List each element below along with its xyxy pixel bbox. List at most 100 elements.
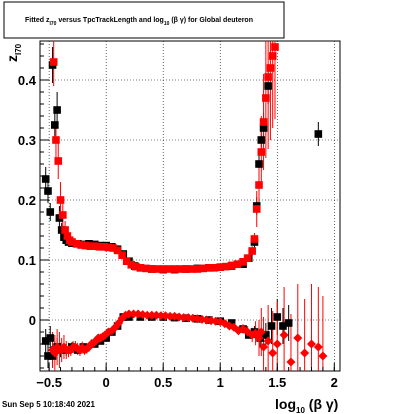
data-point xyxy=(109,244,117,252)
data-point xyxy=(264,73,272,81)
data-point xyxy=(266,64,275,72)
chart-title: Fitted zI70 versus TpcTrackLength and lo… xyxy=(25,17,253,27)
data-point xyxy=(170,265,179,273)
x-tick-label: 0 xyxy=(103,375,110,390)
y-axis-title: zI70 xyxy=(4,43,23,62)
data-point xyxy=(165,265,173,273)
title-part-3: versus TpcTrackLength and log xyxy=(56,17,163,24)
y-tick-label: 0.3 xyxy=(18,133,36,148)
data-point xyxy=(250,235,259,243)
data-point xyxy=(262,331,270,339)
data-point xyxy=(113,246,122,255)
grid-layer xyxy=(40,41,340,371)
title-part-4: 10 xyxy=(164,21,170,27)
data-point xyxy=(227,319,236,327)
data-point xyxy=(48,352,57,360)
data-point xyxy=(53,106,61,114)
markers-layer xyxy=(41,43,328,367)
data-point xyxy=(41,175,50,183)
data-point xyxy=(271,43,279,51)
data-point xyxy=(239,258,247,266)
data-point xyxy=(272,339,282,349)
data-point xyxy=(136,313,145,321)
data-point xyxy=(153,265,162,273)
data-point xyxy=(259,118,268,126)
data-point xyxy=(59,211,67,219)
plot-frame xyxy=(39,40,341,372)
data-point xyxy=(59,342,69,352)
data-point xyxy=(41,337,50,345)
data-point xyxy=(142,310,152,320)
data-point xyxy=(222,262,230,271)
data-point xyxy=(268,52,277,60)
data-point xyxy=(252,205,261,213)
data-point xyxy=(46,334,55,342)
data-point xyxy=(132,262,140,271)
data-point xyxy=(129,309,139,319)
data-point xyxy=(90,242,99,250)
data-point xyxy=(86,242,94,250)
y-tick-label: 0.4 xyxy=(18,73,37,88)
data-point xyxy=(268,348,278,358)
data-point xyxy=(257,148,266,156)
timestamp: Sun Sep 5 10:18:40 2021 xyxy=(2,400,95,409)
data-point xyxy=(205,264,213,272)
data-point xyxy=(259,124,268,132)
x-tick-label: 2 xyxy=(331,375,338,390)
data-point xyxy=(210,264,219,272)
data-point xyxy=(176,265,185,273)
data-point xyxy=(248,247,256,255)
data-point xyxy=(187,265,196,273)
data-point xyxy=(257,136,266,144)
data-point xyxy=(61,226,69,234)
data-point xyxy=(284,319,293,327)
data-point xyxy=(49,58,58,66)
data-point xyxy=(100,243,108,251)
x-axis-title: log10 (β γ) xyxy=(275,396,338,414)
data-point xyxy=(165,311,175,321)
x-tick-label: 1.5 xyxy=(268,375,286,390)
title-box: Fitted zI70 versus TpcTrackLength and lo… xyxy=(3,1,285,39)
title-part-2: I70 xyxy=(50,21,57,27)
data-point xyxy=(159,265,167,273)
y-axis-title-sub: I70 xyxy=(14,43,23,55)
data-point xyxy=(279,322,287,330)
data-point xyxy=(314,130,323,138)
data-point xyxy=(264,82,272,90)
x-axis-title-sub: 10 xyxy=(296,406,305,414)
y-tick-label: 0.1 xyxy=(18,253,36,268)
data-point xyxy=(68,238,76,246)
data-point xyxy=(286,357,296,367)
data-point xyxy=(233,260,242,268)
data-point xyxy=(227,261,236,270)
data-point xyxy=(199,264,207,273)
data-point xyxy=(182,265,190,273)
data-point xyxy=(147,310,157,320)
data-point xyxy=(124,309,134,319)
data-point xyxy=(44,187,52,195)
x-tick-label: −0.5 xyxy=(36,375,62,390)
data-point xyxy=(44,352,52,360)
data-point xyxy=(293,333,303,343)
data-point xyxy=(51,121,59,129)
x-tick-label: 0.5 xyxy=(154,375,172,390)
data-point xyxy=(263,336,273,346)
data-point xyxy=(262,94,270,102)
data-point xyxy=(46,208,55,216)
data-point xyxy=(243,254,252,262)
title-part-1: Fitted z xyxy=(25,17,50,24)
data-point xyxy=(77,241,85,249)
data-point xyxy=(72,240,81,248)
y-tick-label: 0 xyxy=(29,313,36,328)
data-point xyxy=(54,157,63,165)
data-point xyxy=(300,348,310,358)
data-point xyxy=(256,327,266,337)
data-point xyxy=(56,196,65,204)
data-point xyxy=(267,322,276,330)
data-point xyxy=(127,261,136,269)
data-point xyxy=(136,264,145,272)
data-point xyxy=(216,263,225,271)
data-point xyxy=(156,311,166,321)
data-point xyxy=(104,243,113,252)
data-point xyxy=(255,160,263,168)
